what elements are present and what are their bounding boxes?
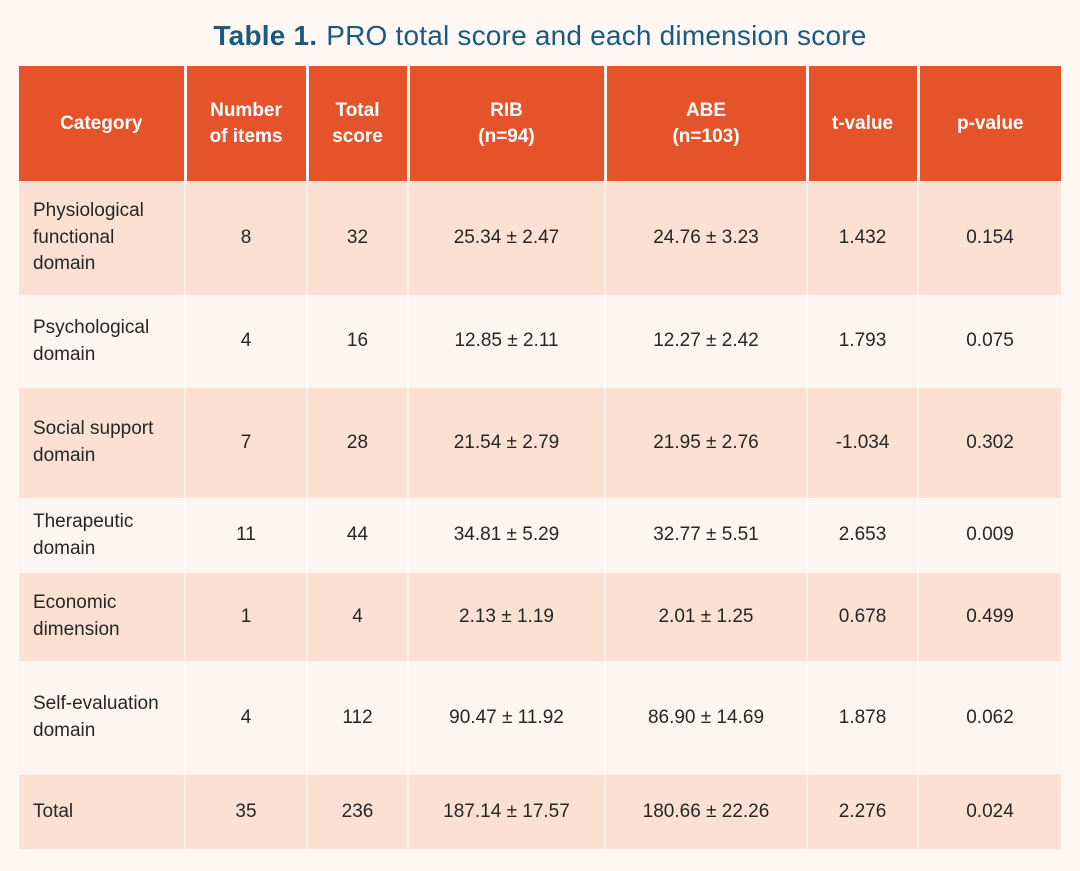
cell-items: 4 xyxy=(185,661,308,775)
cell-category: Physiological functional domain xyxy=(19,181,186,295)
cell-abe: 24.76 ± 3.23 xyxy=(605,181,808,295)
cell-abe: 32.77 ± 5.51 xyxy=(605,498,808,573)
cell-category: Self-evaluation domain xyxy=(19,661,186,775)
table-row-psychological: Psychological domain 4 16 12.85 ± 2.11 1… xyxy=(19,295,1061,388)
cell-p-value: 0.009 xyxy=(918,498,1061,573)
cell-t-value: 2.276 xyxy=(807,775,919,849)
cell-category: Economic dimension xyxy=(19,573,186,661)
cell-rib: 34.81 ± 5.29 xyxy=(408,498,606,573)
cell-p-value: 0.499 xyxy=(918,573,1061,661)
table-row-self-evaluation: Self-evaluation domain 4 112 90.47 ± 11.… xyxy=(19,661,1061,775)
table-title-prefix: Table 1. xyxy=(213,20,318,51)
table-row-social-support: Social support domain 7 28 21.54 ± 2.79 … xyxy=(19,388,1061,498)
cell-total-score: 4 xyxy=(307,573,409,661)
pro-score-table: Category Number of items Total score RIB… xyxy=(19,66,1061,849)
cell-abe: 21.95 ± 2.76 xyxy=(605,388,808,498)
cell-p-value: 0.154 xyxy=(918,181,1061,295)
cell-items: 7 xyxy=(185,388,308,498)
cell-t-value: -1.034 xyxy=(807,388,919,498)
col-header-category: Category xyxy=(19,66,187,181)
cell-rib: 25.34 ± 2.47 xyxy=(408,181,606,295)
table-header: Category Number of items Total score RIB… xyxy=(19,66,1061,181)
table-title-text: PRO total score and each dimension score xyxy=(326,20,867,51)
header-row: Category Number of items Total score RIB… xyxy=(19,66,1061,181)
cell-total-score: 44 xyxy=(307,498,409,573)
table-row-therapeutic: Therapeutic domain 11 44 34.81 ± 5.29 32… xyxy=(19,498,1061,573)
cell-category: Psychological domain xyxy=(19,295,186,388)
cell-category: Total xyxy=(19,775,186,849)
cell-t-value: 1.878 xyxy=(807,661,919,775)
cell-t-value: 2.653 xyxy=(807,498,919,573)
cell-items: 11 xyxy=(185,498,308,573)
cell-total-score: 112 xyxy=(307,661,409,775)
cell-abe: 2.01 ± 1.25 xyxy=(605,573,808,661)
col-header-abe: ABE (n=103) xyxy=(605,66,809,181)
col-header-number-of-items: Number of items xyxy=(185,66,309,181)
cell-items: 4 xyxy=(185,295,308,388)
cell-abe: 86.90 ± 14.69 xyxy=(605,661,808,775)
cell-rib: 2.13 ± 1.19 xyxy=(408,573,606,661)
cell-rib: 90.47 ± 11.92 xyxy=(408,661,606,775)
cell-items: 8 xyxy=(185,181,308,295)
col-header-total-score: Total score xyxy=(307,66,410,181)
cell-category: Social support domain xyxy=(19,388,186,498)
cell-t-value: 0.678 xyxy=(807,573,919,661)
cell-p-value: 0.062 xyxy=(918,661,1061,775)
cell-p-value: 0.302 xyxy=(918,388,1061,498)
cell-total-score: 16 xyxy=(307,295,409,388)
cell-p-value: 0.024 xyxy=(918,775,1061,849)
cell-total-score: 32 xyxy=(307,181,409,295)
table-row-economic: Economic dimension 1 4 2.13 ± 1.19 2.01 … xyxy=(19,573,1061,661)
cell-category: Therapeutic domain xyxy=(19,498,186,573)
cell-items: 35 xyxy=(185,775,308,849)
cell-total-score: 236 xyxy=(307,775,409,849)
cell-t-value: 1.432 xyxy=(807,181,919,295)
cell-rib: 187.14 ± 17.57 xyxy=(408,775,606,849)
cell-items: 1 xyxy=(185,573,308,661)
cell-p-value: 0.075 xyxy=(918,295,1061,388)
cell-rib: 12.85 ± 2.11 xyxy=(408,295,606,388)
cell-rib: 21.54 ± 2.79 xyxy=(408,388,606,498)
table-title: Table 1. PRO total score and each dimensi… xyxy=(0,0,1080,52)
col-header-p-value: p-value xyxy=(918,66,1061,181)
col-header-t-value: t-value xyxy=(807,66,920,181)
cell-abe: 12.27 ± 2.42 xyxy=(605,295,808,388)
col-header-rib: RIB (n=94) xyxy=(408,66,607,181)
cell-abe: 180.66 ± 22.26 xyxy=(605,775,808,849)
cell-t-value: 1.793 xyxy=(807,295,919,388)
table-body: Physiological functional domain 8 32 25.… xyxy=(19,181,1061,849)
table-row-total: Total 35 236 187.14 ± 17.57 180.66 ± 22.… xyxy=(19,775,1061,849)
cell-total-score: 28 xyxy=(307,388,409,498)
table-row-physiological: Physiological functional domain 8 32 25.… xyxy=(19,181,1061,295)
